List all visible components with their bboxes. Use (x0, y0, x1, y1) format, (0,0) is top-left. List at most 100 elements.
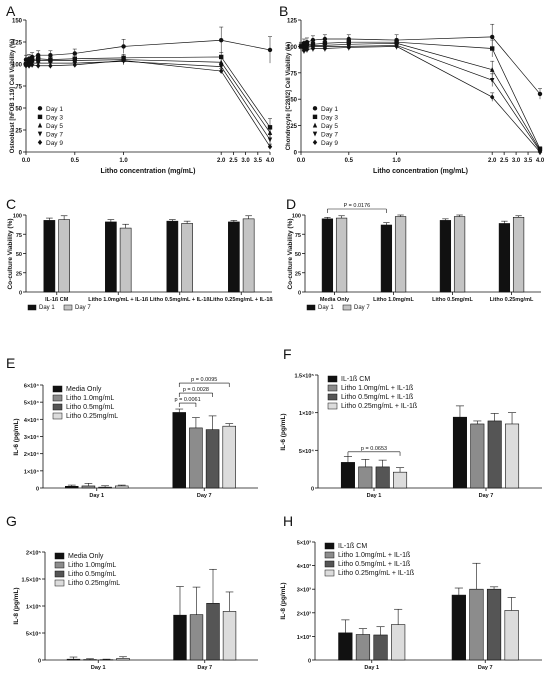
panel-letter: E (6, 355, 15, 371)
legend-label: IL-1ß CM (341, 376, 370, 383)
category-label: Day 1 (89, 493, 104, 499)
bar (222, 611, 237, 661)
bar (375, 466, 390, 489)
panel-letter: C (6, 196, 16, 212)
category-label: Day 7 (479, 493, 494, 499)
bar (504, 610, 519, 661)
data-point (537, 91, 543, 97)
series-line (25, 39, 271, 60)
data-point (26, 63, 32, 69)
bar (66, 658, 81, 661)
x-tick-label: 3.5 (254, 158, 263, 164)
category-label: Litho 1.0mg/mL (373, 297, 414, 303)
y-tick-label: 25 (295, 271, 301, 277)
panel-letter: D (286, 196, 296, 212)
x-axis-title: Litho concentration (mg/mL) (373, 168, 468, 175)
y-tick-label: 4×10³ (297, 563, 311, 570)
legend-label: Day 7 (354, 305, 370, 311)
y-axis-title: Osteoblast [hFOB 1.19] Cell Viability (%… (10, 39, 16, 154)
y-tick-label: 0 (19, 291, 22, 297)
bar (98, 486, 112, 489)
x-tick-label: 1.0 (119, 158, 128, 164)
bar (228, 221, 240, 293)
legend-marker (37, 114, 43, 120)
x-tick-label: 2.0 (488, 158, 497, 164)
data-point (219, 38, 224, 43)
legend-label: Media Only (66, 386, 102, 393)
bar (373, 634, 388, 661)
bar (498, 223, 511, 293)
y-tick-label: 1×10³ (297, 634, 311, 641)
legend-swatch (27, 304, 37, 311)
legend-swatch (54, 552, 65, 560)
y-tick-label: 2×10⁴ (24, 452, 39, 458)
panel-a: A 0 25 50 75 100 125 150 0.0 0.5 1.0 2.0 2.5 3.0 3.5 4.… (6, 3, 275, 175)
bar (114, 485, 129, 489)
legend-swatch (324, 551, 335, 559)
bar (512, 217, 525, 293)
y-axis-title: IL-8 (pg/mL) (13, 587, 20, 624)
bar (43, 220, 56, 293)
legend-label: Litho 0.5mg/mL + IL-1ß (338, 561, 410, 568)
x-tick-label: 3.0 (512, 158, 521, 164)
y-tick-label: 1×10⁴ (24, 469, 39, 475)
y-tick-label: 0 (19, 151, 23, 157)
category-label: IL-1ß CM (45, 297, 69, 303)
legend-marker (312, 122, 318, 128)
y-tick-label: 3×10³ (297, 587, 311, 594)
bar (58, 219, 70, 293)
category-label: Media Only (320, 297, 350, 303)
bar (189, 614, 204, 661)
legend-marker (37, 106, 43, 111)
legend-swatch (54, 570, 65, 578)
data-point (23, 63, 29, 69)
x-tick-label: 2.5 (229, 158, 238, 164)
panel-g: G 0 5×10⁴ 1×10⁵ 1.5×10⁵ 2×10⁵ IL-8 (pg/mL) Day … (6, 513, 258, 671)
legend-swatch (52, 412, 63, 420)
legend-label: Day 7 (75, 305, 91, 311)
legend-marker (37, 122, 43, 128)
y-tick-label: 1×10⁵ (299, 411, 314, 417)
legend-marker (312, 139, 318, 146)
x-tick-label: 0.0 (22, 158, 31, 164)
data-point (267, 144, 273, 150)
bar (453, 216, 466, 293)
legend-label: Litho 1.0mg/mL (66, 395, 114, 402)
y-tick-label: 50 (290, 98, 297, 104)
legend-label: Litho 0.25mg/mL (66, 413, 118, 420)
legend-swatch (52, 385, 63, 393)
legend-swatch (327, 375, 338, 383)
x-tick-label: 2.0 (217, 158, 226, 164)
significance-label: p = 0.0028 (183, 387, 209, 393)
series-line (25, 59, 271, 133)
y-tick-label: 75 (295, 233, 301, 239)
legend-label: Litho 0.5mg/mL + IL-1ß (341, 394, 413, 401)
legend-swatch (324, 569, 335, 577)
y-tick-label: 50 (16, 252, 22, 258)
series-0 (23, 26, 273, 64)
y-tick-label: 5×10⁴ (26, 632, 41, 638)
y-tick-label: 0 (311, 487, 314, 493)
data-point (219, 68, 224, 74)
data-point (48, 63, 53, 69)
bar (222, 425, 236, 489)
y-axis-title: Chondrocyte [C28/I2] Cell Viability (%) (286, 42, 292, 151)
legend-label: Litho 0.25mg/mL + IL-1ß (341, 403, 417, 410)
bar (189, 427, 203, 489)
data-point (121, 57, 126, 64)
x-tick-label: 3.0 (241, 158, 250, 164)
bar (181, 223, 193, 293)
category-label: Litho 0.25mg/mL + IL-1ß (210, 297, 274, 303)
category-label: Day 7 (478, 665, 493, 671)
bar (358, 466, 373, 489)
y-axis-title: Co-culture Viability (%) (7, 218, 14, 289)
legend-swatch (52, 403, 63, 411)
bar (470, 423, 485, 489)
category-label: Litho 1.0mg/mL + IL-1ß (88, 297, 149, 303)
data-point (72, 51, 78, 56)
x-tick-label: 1.0 (392, 158, 401, 164)
data-point (219, 64, 224, 70)
legend-swatch (306, 304, 316, 311)
y-tick-label: 1.5×10⁵ (21, 578, 41, 584)
